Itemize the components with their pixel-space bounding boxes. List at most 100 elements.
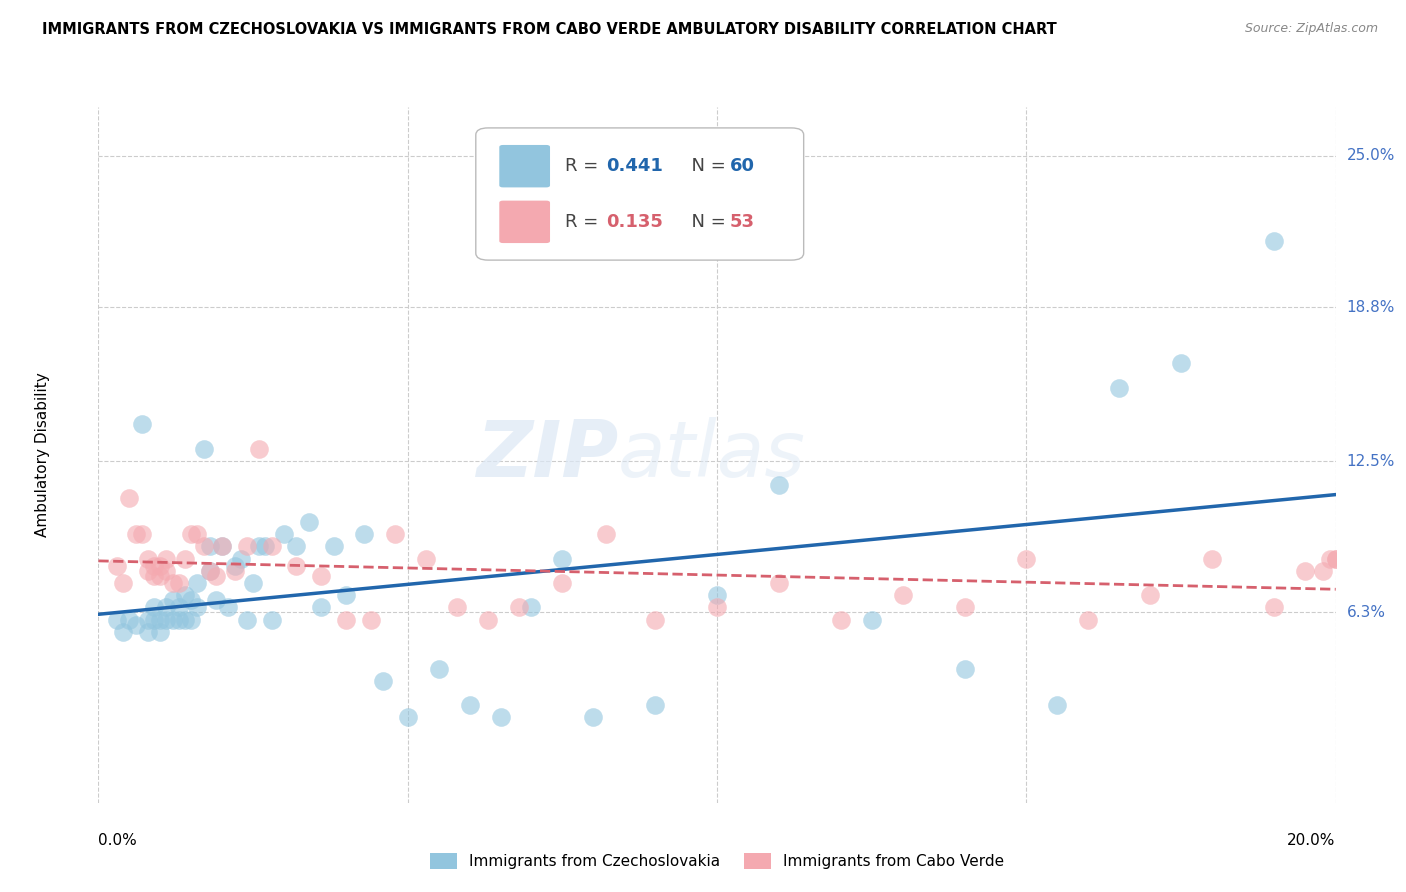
Point — [162, 576, 184, 591]
Point — [174, 588, 197, 602]
Point — [1324, 551, 1347, 566]
Point — [167, 613, 190, 627]
Text: 53: 53 — [730, 213, 755, 231]
Point — [353, 527, 375, 541]
Point — [285, 540, 308, 554]
Point — [112, 576, 135, 591]
Point — [155, 600, 177, 615]
Point — [309, 568, 332, 582]
Point — [1319, 551, 1341, 566]
Text: 60: 60 — [730, 157, 755, 175]
Legend: Immigrants from Czechoslovakia, Immigrants from Cabo Verde: Immigrants from Czechoslovakia, Immigran… — [423, 847, 1011, 875]
Point — [162, 613, 184, 627]
Point — [247, 442, 270, 456]
Point — [136, 624, 159, 639]
Point — [236, 540, 259, 554]
Point — [155, 551, 177, 566]
Point — [198, 564, 221, 578]
Point — [1139, 588, 1161, 602]
Text: 18.8%: 18.8% — [1347, 300, 1395, 315]
Point — [143, 568, 166, 582]
Point — [180, 527, 202, 541]
Point — [582, 710, 605, 724]
Point — [644, 698, 666, 713]
Point — [124, 617, 146, 632]
Point — [136, 564, 159, 578]
Point — [136, 551, 159, 566]
Point — [205, 593, 228, 607]
Point — [236, 613, 259, 627]
Point — [396, 710, 419, 724]
Point — [458, 698, 481, 713]
Text: 0.441: 0.441 — [606, 157, 662, 175]
Point — [1312, 564, 1334, 578]
Point — [322, 540, 344, 554]
Point — [551, 551, 574, 566]
Point — [551, 576, 574, 591]
Point — [384, 527, 406, 541]
Point — [180, 593, 202, 607]
Point — [174, 613, 197, 627]
Point — [186, 527, 208, 541]
Point — [520, 600, 543, 615]
Point — [198, 564, 221, 578]
Text: atlas: atlas — [619, 417, 806, 493]
Text: 25.0%: 25.0% — [1347, 148, 1395, 163]
Text: Source: ZipAtlas.com: Source: ZipAtlas.com — [1244, 22, 1378, 36]
Point — [136, 613, 159, 627]
Point — [644, 613, 666, 627]
Point — [155, 564, 177, 578]
Point — [211, 540, 233, 554]
Point — [508, 600, 530, 615]
Point — [131, 417, 153, 432]
Text: 12.5%: 12.5% — [1347, 453, 1395, 468]
Text: 0.0%: 0.0% — [98, 833, 138, 848]
FancyBboxPatch shape — [475, 128, 804, 260]
Point — [1170, 356, 1192, 370]
Point — [193, 442, 215, 456]
Point — [143, 559, 166, 574]
Point — [1077, 613, 1099, 627]
Point — [953, 661, 976, 675]
Point — [1263, 235, 1285, 249]
Point — [768, 576, 790, 591]
Point — [118, 491, 141, 505]
Point — [105, 613, 128, 627]
Point — [1046, 698, 1069, 713]
Point — [1108, 381, 1130, 395]
Point — [186, 576, 208, 591]
Point — [149, 568, 172, 582]
Point — [198, 540, 221, 554]
Point — [162, 593, 184, 607]
Point — [260, 540, 283, 554]
Point — [273, 527, 295, 541]
Point — [112, 624, 135, 639]
Text: N =: N = — [681, 213, 731, 231]
Point — [149, 624, 172, 639]
Point — [335, 588, 357, 602]
Point — [830, 613, 852, 627]
Point — [489, 710, 512, 724]
Text: R =: R = — [565, 157, 603, 175]
Text: IMMIGRANTS FROM CZECHOSLOVAKIA VS IMMIGRANTS FROM CABO VERDE AMBULATORY DISABILI: IMMIGRANTS FROM CZECHOSLOVAKIA VS IMMIGR… — [42, 22, 1057, 37]
Point — [167, 600, 190, 615]
Point — [167, 576, 190, 591]
Point — [247, 540, 270, 554]
Point — [193, 540, 215, 554]
Point — [224, 564, 246, 578]
FancyBboxPatch shape — [499, 145, 550, 187]
Text: Ambulatory Disability: Ambulatory Disability — [35, 373, 51, 537]
Point — [143, 600, 166, 615]
Point — [180, 613, 202, 627]
Point — [298, 515, 321, 529]
Point — [118, 613, 141, 627]
Point — [1015, 551, 1038, 566]
Point — [1294, 564, 1316, 578]
Text: R =: R = — [565, 213, 603, 231]
Point — [174, 551, 197, 566]
Point — [446, 600, 468, 615]
Point — [224, 559, 246, 574]
Point — [953, 600, 976, 615]
Point — [131, 527, 153, 541]
Point — [143, 613, 166, 627]
